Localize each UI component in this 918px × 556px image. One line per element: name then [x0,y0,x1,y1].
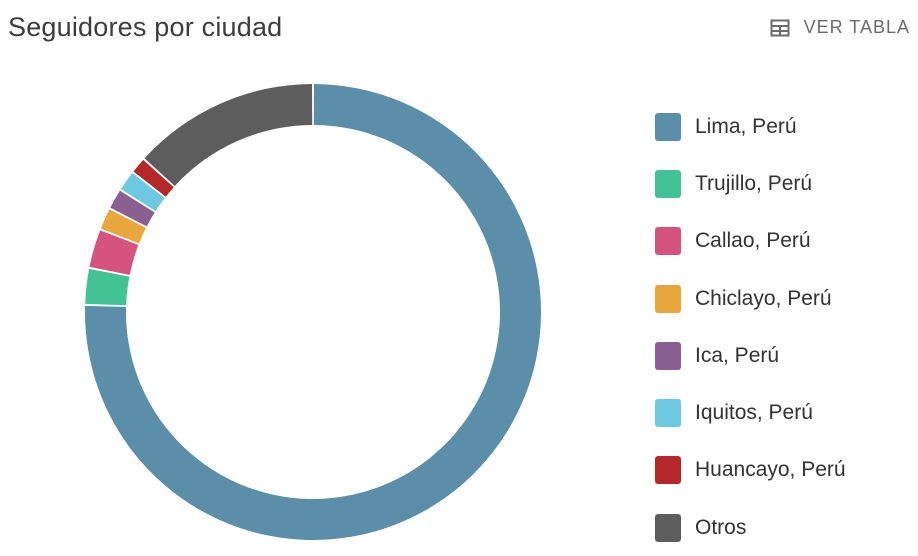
legend-label: Huancayo, Perú [695,458,846,482]
donut-slice-ica[interactable] [110,190,155,227]
chart-title: Seguidores por ciudad [8,12,283,42]
legend-swatch [655,112,681,141]
legend-label: Iquitos, Perú [695,401,813,425]
legend-swatch [655,227,681,256]
legend-item[interactable]: Huancayo, Perú [655,442,846,499]
table-icon [770,19,790,37]
legend-label: Callao, Perú [695,229,811,253]
legend-swatch [655,456,681,485]
legend-item[interactable]: Trujillo, Perú [655,155,846,212]
legend-swatch [655,513,681,542]
legend-label: Trujillo, Perú [695,171,813,195]
legend-label: Lima, Perú [695,114,797,138]
legend-item[interactable]: Chiclayo, Perú [655,270,846,327]
legend-item[interactable]: Lima, Perú [655,98,846,155]
donut-slice-callao[interactable] [89,230,139,276]
legend-swatch [655,284,681,313]
donut-slice-otros[interactable] [144,84,313,186]
legend-item[interactable]: Ica, Perú [655,327,846,384]
legend-label: Otros [695,515,747,539]
legend-swatch [655,399,681,428]
donut-slice-iquitos[interactable] [121,173,165,212]
legend-item[interactable]: Otros [655,499,846,556]
chart-legend: Lima, Perú Trujillo, Perú Callao, Perú Chic… [655,98,846,556]
legend-label: Ica, Perú [695,343,780,367]
donut-chart [85,84,542,540]
view-table-label: VER TABLA [803,17,910,37]
donut-slice-trujillo[interactable] [85,268,130,306]
legend-label: Chiclayo, Perú [695,286,832,310]
legend-item[interactable]: Iquitos, Perú [655,384,846,441]
donut-slice-chiclayo[interactable] [100,209,147,244]
view-table-button[interactable]: VER TABLA [770,17,910,38]
legend-swatch [655,341,681,370]
legend-item[interactable]: Callao, Perú [655,213,846,270]
donut-slice-huancayo[interactable] [133,159,174,197]
legend-swatch [655,169,681,198]
